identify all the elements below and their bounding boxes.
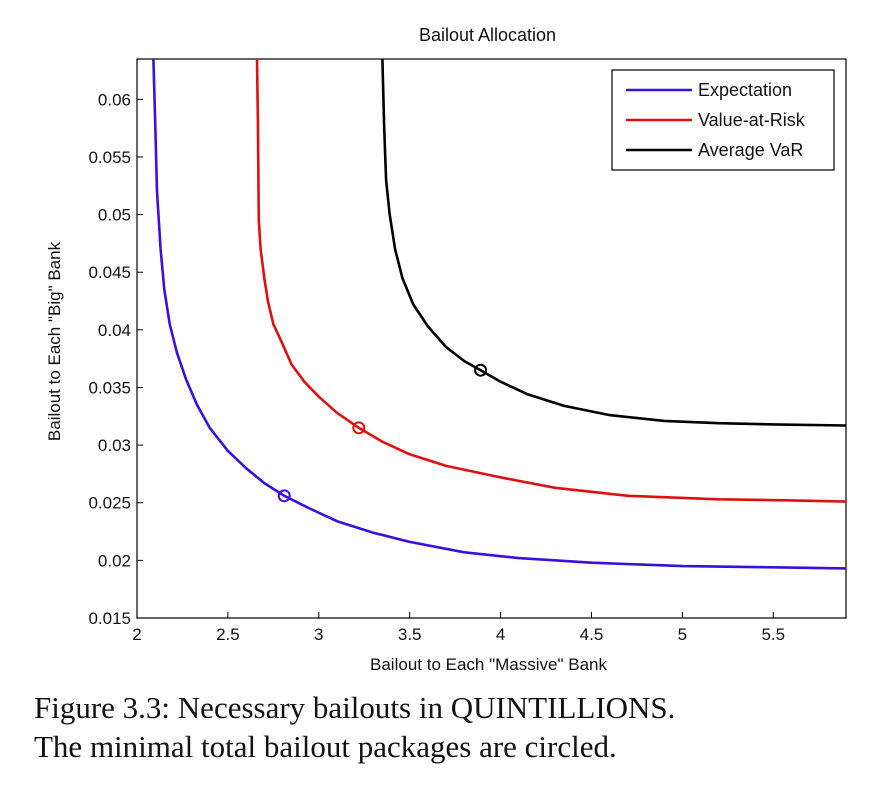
x-tick-label: 2 bbox=[132, 625, 141, 644]
y-tick-label: 0.055 bbox=[88, 148, 131, 167]
figure-caption: Figure 3.3: Necessary bailouts in QUINTI… bbox=[34, 688, 864, 766]
y-tick-label: 0.035 bbox=[88, 378, 131, 397]
x-tick-label: 4.5 bbox=[580, 625, 604, 644]
legend-label: Value-at-Risk bbox=[698, 110, 806, 130]
y-tick-label: 0.03 bbox=[98, 436, 131, 455]
minimum-marker-circle bbox=[352, 421, 366, 435]
series-line-average-var bbox=[381, 59, 846, 427]
legend-label: Average VaR bbox=[698, 140, 803, 160]
y-tick-label: 0.05 bbox=[98, 206, 131, 225]
plot-frame bbox=[136, 58, 847, 619]
y-tick-label: 0.025 bbox=[88, 494, 131, 513]
x-tick-label: 3 bbox=[314, 625, 323, 644]
chart-container: 2 2.5 3 3.5 4 4.5 5 5.5 0.015 0.02 0.025 0.03 0.035 0… bbox=[45, 25, 847, 674]
x-tick-label: 3.5 bbox=[398, 625, 422, 644]
x-axis-label: Bailout to Each "Massive" Bank bbox=[370, 655, 607, 674]
caption-line-2: The minimal total bailout packages are c… bbox=[34, 729, 617, 764]
caption-line-1: Figure 3.3: Necessary bailouts in QUINTI… bbox=[34, 690, 676, 725]
x-tick-label: 2.5 bbox=[216, 625, 240, 644]
minimum-marker-circle bbox=[277, 489, 291, 503]
y-tick-label: 0.04 bbox=[98, 321, 131, 340]
y-tick-label: 0.06 bbox=[98, 90, 131, 109]
series-line-expectation bbox=[152, 59, 846, 570]
y-tick-label: 0.015 bbox=[88, 609, 131, 628]
y-axis-label: Bailout to Each "Big" Bank bbox=[45, 241, 64, 441]
legend-label: Expectation bbox=[698, 80, 792, 100]
x-tick-label: 5 bbox=[678, 625, 687, 644]
chart-svg: 2 2.5 3 3.5 4 4.5 5 5.5 0.015 0.02 0.025 0.03 0.035 0… bbox=[45, 25, 847, 674]
y-tick-label: 0.02 bbox=[98, 551, 131, 570]
x-tick-label: 5.5 bbox=[761, 625, 785, 644]
x-tick-label: 4 bbox=[496, 625, 505, 644]
minimum-marker-circle bbox=[474, 363, 488, 377]
y-tick-label: 0.045 bbox=[88, 263, 131, 282]
series-line-value-at-risk bbox=[255, 59, 846, 503]
chart-title: Bailout Allocation bbox=[419, 25, 556, 45]
